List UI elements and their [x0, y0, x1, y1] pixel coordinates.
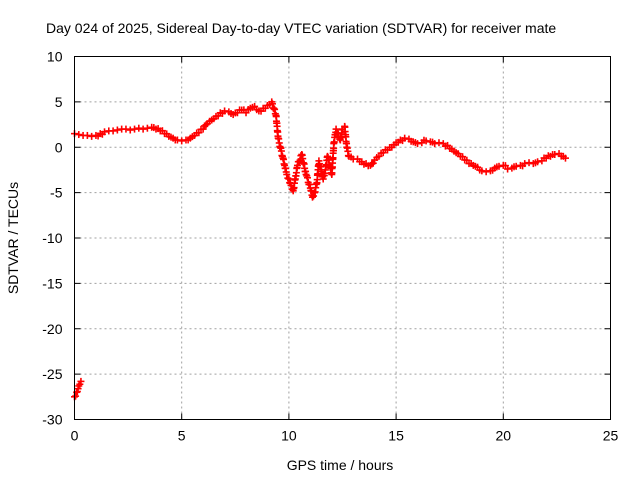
y-tick-label: -5: [50, 185, 63, 201]
data-point: [199, 125, 207, 133]
y-tick-label: 10: [47, 49, 63, 65]
y-tick-label: -15: [42, 275, 62, 291]
data-point: [482, 168, 490, 176]
data-point: [77, 377, 85, 385]
y-tick-label: -25: [42, 366, 62, 382]
data-point: [83, 131, 91, 139]
data-point: [221, 107, 229, 115]
data-point: [521, 160, 529, 168]
data-point: [310, 192, 318, 200]
data-point: [75, 131, 83, 139]
data-point: [139, 125, 147, 133]
data-point: [435, 139, 443, 147]
data-point: [422, 137, 430, 145]
y-axis-label: SDTVAR / TECUs: [5, 182, 21, 294]
data-point: [109, 127, 117, 135]
x-tick-label: 0: [71, 428, 79, 444]
data-point: [512, 162, 520, 170]
y-tick-label: 0: [55, 139, 63, 155]
data-point: [561, 154, 569, 162]
data-point: [401, 134, 409, 142]
axis-ticks: 0 5 10 15 20 25 10 5 0 -5 -10 -15 -20 -25 -30: [42, 49, 618, 444]
data-point: [478, 167, 486, 175]
x-tick-label: 25: [603, 428, 619, 444]
data-point: [308, 193, 316, 201]
data-point: [101, 128, 109, 136]
x-tick-label: 5: [178, 428, 186, 444]
data-point: [551, 151, 559, 159]
data-point: [293, 161, 301, 169]
data-point: [173, 136, 181, 144]
data-point: [72, 392, 80, 400]
grid-lines: [74, 56, 611, 420]
data-points: [71, 98, 569, 401]
y-tick-label: -20: [42, 321, 62, 337]
x-tick-label: 10: [281, 428, 297, 444]
data-point: [414, 140, 422, 148]
data-point: [113, 126, 121, 134]
y-tick-label: -30: [42, 412, 62, 428]
data-point: [284, 174, 292, 182]
x-tick-label: 20: [496, 428, 512, 444]
data-point: [88, 132, 96, 140]
data-point: [495, 162, 503, 170]
data-point: [332, 125, 340, 133]
plot-frame: [74, 56, 611, 420]
data-point: [126, 126, 134, 134]
x-tick-label: 15: [388, 428, 404, 444]
data-point: [369, 159, 377, 167]
data-point: [504, 165, 512, 173]
data-point: [534, 158, 542, 166]
y-tick-label: 5: [55, 94, 63, 110]
data-point: [525, 159, 533, 167]
data-point: [202, 121, 210, 129]
y-tick-label: -10: [42, 230, 62, 246]
x-axis-label: GPS time / hours: [287, 457, 394, 473]
data-point: [283, 170, 291, 178]
data-point: [431, 140, 439, 148]
data-point: [135, 124, 143, 132]
data-point: [122, 125, 130, 133]
data-point: [131, 125, 139, 133]
data-point: [143, 124, 151, 132]
data-point: [178, 137, 186, 145]
chart-title: Day 024 of 2025, Sidereal Day-to-day VTE…: [46, 20, 556, 36]
